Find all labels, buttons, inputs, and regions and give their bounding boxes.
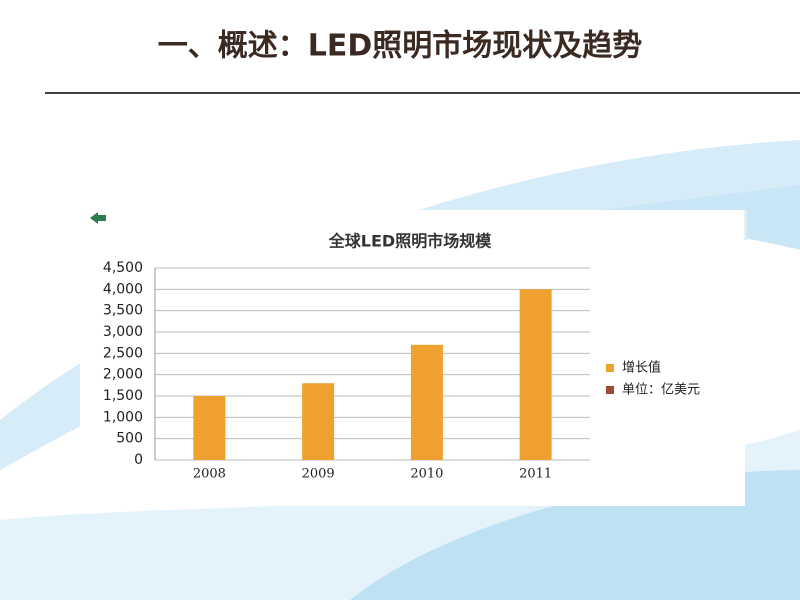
arrow-icon	[90, 212, 106, 224]
y-tick-label: 4,500	[103, 260, 143, 276]
legend-swatch	[606, 386, 614, 394]
y-tick-label: 3,000	[103, 324, 143, 340]
x-tick-label: 2010	[410, 467, 443, 482]
y-tick-label: 500	[116, 431, 143, 447]
bar	[302, 383, 335, 460]
y-tick-label: 2,000	[103, 367, 143, 383]
chart-title: 全球LED照明市场规模	[328, 232, 492, 251]
legend-label: 单位：亿美元	[622, 383, 700, 398]
slide-title: 一、概述：LED照明市场现状及趋势	[158, 29, 643, 64]
y-tick-label: 1,500	[103, 388, 143, 404]
legend-swatch	[606, 364, 614, 372]
bar	[410, 344, 443, 460]
y-tick-label: 3,500	[103, 303, 143, 319]
y-tick-label: 0	[134, 452, 143, 468]
bar	[519, 289, 552, 460]
bar	[193, 396, 226, 460]
x-tick-label: 2011	[519, 467, 552, 482]
y-tick-label: 1,000	[103, 409, 143, 425]
x-tick-label: 2008	[193, 467, 226, 482]
y-tick-label: 2,500	[103, 345, 143, 361]
y-tick-label: 4,000	[103, 281, 143, 297]
legend-label: 增长值	[622, 360, 661, 376]
x-tick-label: 2009	[302, 467, 335, 482]
